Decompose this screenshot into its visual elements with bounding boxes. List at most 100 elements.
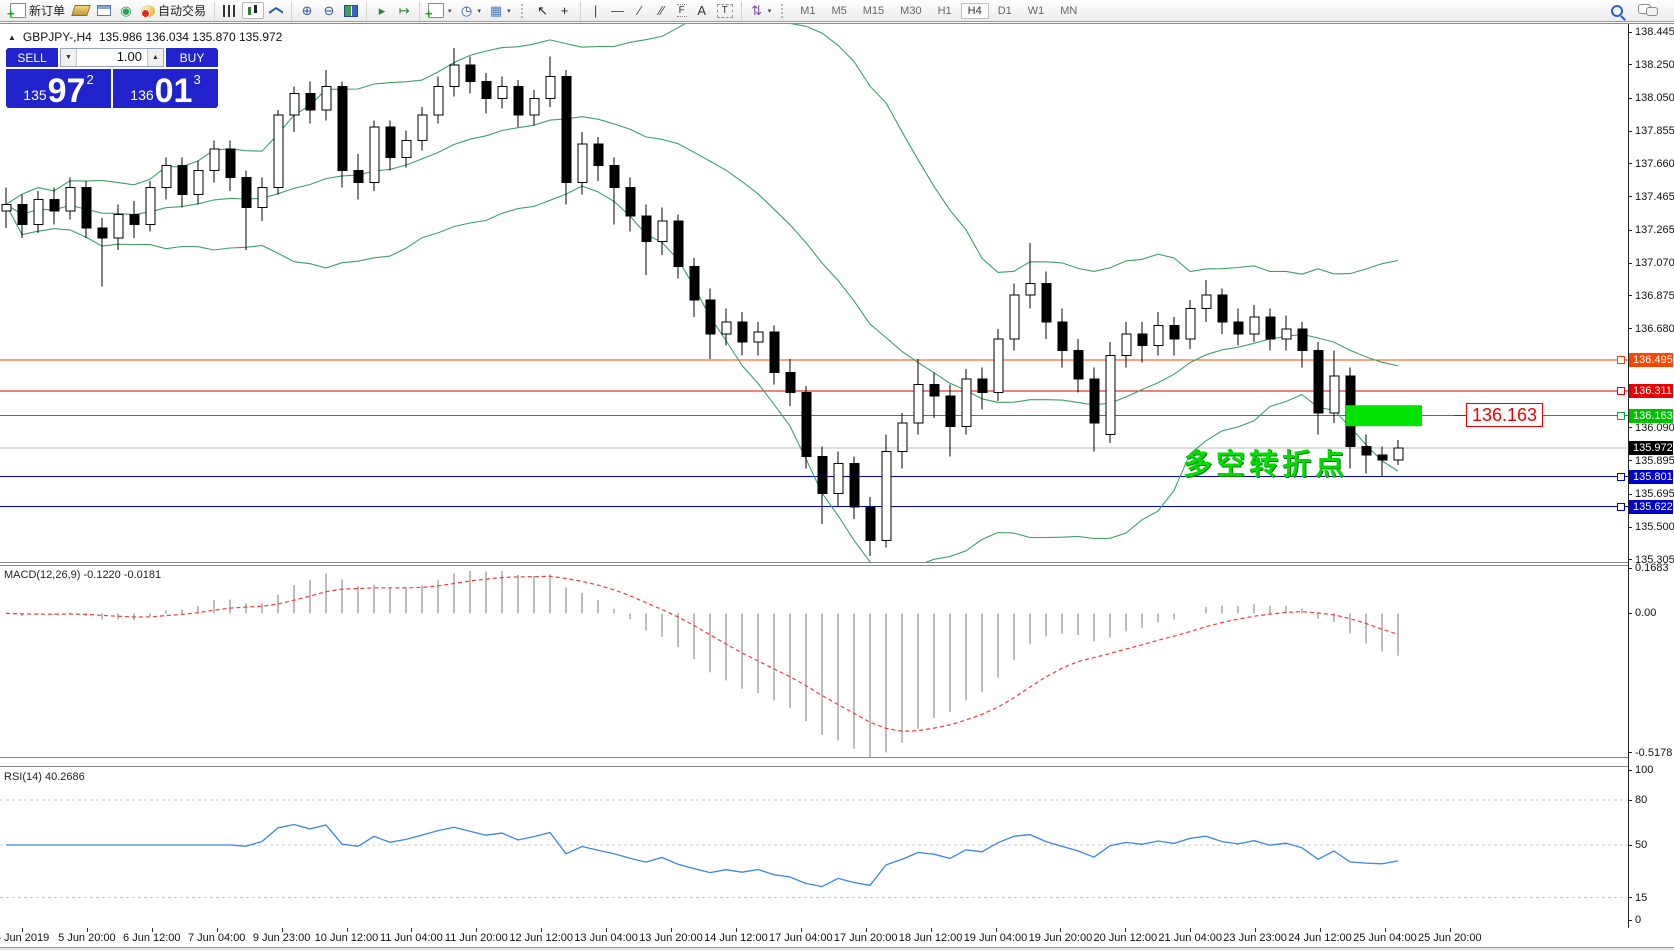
add-indicator-button[interactable]: ▾ [425,2,455,22]
line-chart-icon [269,5,283,17]
turning-point-annotation[interactable]: 多空转折点 [1183,449,1349,481]
chart-shift-icon: ↦ [398,2,410,18]
equidistant-channel-button[interactable]: ∕∕ [652,2,672,20]
line-anchor-icon [1617,411,1625,420]
signal-icon: ◉ [120,2,132,18]
timeframe-button-m1[interactable]: M1 [800,4,816,17]
time-tick [476,928,478,932]
auto-scroll-icon: ▸ [378,2,386,18]
volume-input[interactable]: 1.00 [116,49,142,64]
gold-chart-icon [71,5,91,16]
toolbar-grip[interactable] [781,3,786,18]
axis-tick-138.445: 138.445 [1628,26,1674,38]
rsi-canvas [0,799,1628,898]
time-label: 25 Jun 04:00 [1353,932,1417,944]
macd-pane[interactable]: MACD(12,26,9) -0.1220 -0.0181 [0,566,1628,757]
price-callout-label[interactable]: 136.163 [1453,403,1544,427]
toolbar-grip[interactable] [520,3,526,18]
price-line-label-136.163: 136.163 [1629,408,1673,423]
tile-windows-button[interactable] [341,4,361,18]
trendline-button[interactable]: ∕ [630,2,650,20]
collapse-arrow-icon[interactable]: ▲ [8,32,16,42]
pane-separator[interactable] [0,757,1674,758]
chart-shift-button[interactable]: ↦ [394,2,414,20]
main-chart-canvas[interactable] [0,24,1628,562]
buy-price-button[interactable]: 136 01 3 [113,69,218,108]
sell-price-button[interactable]: 135 97 2 [6,69,111,108]
vertical-line-button[interactable]: | [586,2,606,20]
macd-canvas [5,570,1399,757]
timeframe-button-w1[interactable]: W1 [1027,4,1045,17]
horizontal-line-button[interactable]: — [608,2,628,20]
line-chart-button[interactable] [266,4,286,18]
rsi-label: RSI(14) 40.2686 [4,771,85,783]
time-label: 25 Jun 20:00 [1417,932,1482,944]
period-button[interactable]: ◷ ▾ [457,2,485,20]
timeframe-button-m5[interactable]: M5 [831,4,847,17]
time-axis[interactable]: 5 Jun 2019 5 Jun 20:00 6 Jun 12:00 7 Jun 04… [0,928,1674,947]
new-order-button[interactable]: 新订单 [7,1,68,22]
timeframe-button-h4[interactable]: H4 [960,2,989,19]
time-label: 23 Jun 23:00 [1223,932,1287,944]
time-label: 24 Jun 12:00 [1288,932,1352,944]
time-label: 6 Jun 12:00 [123,932,181,944]
time-tick [281,928,283,932]
axis-tick-137.660: 137.660 [1628,158,1674,170]
horizontal-line-icon: — [611,2,625,18]
timeframe-button-h1[interactable]: H1 [937,4,952,17]
auto-scroll-button[interactable]: ▸ [372,2,392,20]
new-order-icon [7,3,26,22]
toolbar-group: ⇅ ▾ [740,1,780,20]
template-button[interactable]: ▦ ▾ [486,2,514,20]
buy-button[interactable]: BUY [166,48,218,67]
text-label-button[interactable]: T [714,3,736,19]
tile-windows-icon [344,4,359,17]
crosshair-button[interactable]: + [555,2,575,20]
time-tick [800,928,802,932]
pane-separator[interactable] [0,766,1674,767]
pane-separator[interactable] [0,562,1674,563]
arrows-button[interactable]: ⇅ ▾ [747,2,775,20]
autotrade-button[interactable]: 自动交易 [138,1,209,20]
time-label: 12 Jun 12:00 [509,932,573,944]
text-button[interactable]: A [692,2,712,20]
text-label-icon: T [716,3,733,18]
price-axis[interactable]: 138.445 138.250 138.050 137.855 137.660 137.4… [1628,24,1674,947]
axis-tick-rsi-15: 15 [1628,892,1647,904]
line-anchor-icon [1617,472,1625,481]
signal-button[interactable]: ◉ [116,2,136,20]
cursor-button[interactable]: ↖ [533,2,553,20]
candlestick-button[interactable] [242,2,265,19]
search-icon[interactable] [1609,3,1626,19]
pane-separator[interactable] [0,565,1674,566]
autotrade-icon [141,4,156,18]
timeframe-button-m15[interactable]: M15 [862,4,885,17]
symbol-period-label: GBPJPY-,H4 [22,30,92,44]
timeframe-button-mn[interactable]: MN [1060,4,1078,17]
dropdown-caret-icon[interactable]: ▾ [477,7,482,15]
dropdown-caret-icon[interactable]: ▾ [767,7,772,15]
chat-icon[interactable] [1638,3,1658,18]
gold-chart-button[interactable] [70,4,92,17]
volume-up-button[interactable]: ▲ [147,49,163,66]
sell-button[interactable]: SELL [6,48,58,67]
time-tick [1190,928,1192,932]
fibonacci-button[interactable]: F [674,3,690,18]
zoom-out-button[interactable]: ⊖ [319,2,339,20]
zoom-in-button[interactable]: ⊕ [297,2,317,20]
volume-stepper: ▼ 1.00 ▲ [60,48,164,67]
profile-window-icon [97,5,112,16]
main-chart-pane[interactable]: ▲ GBPJPY-,H4 135.986 136.034 135.870 135… [0,24,1628,562]
axis-tick-135.895: 135.895 [1628,455,1674,467]
sell-price-pip: 2 [86,72,94,87]
time-label: 5 Jun 20:00 [58,932,116,944]
timeframe-button-m30[interactable]: M30 [900,4,922,17]
timeframe-button-d1[interactable]: D1 [997,4,1012,17]
dropdown-caret-icon[interactable]: ▾ [448,7,452,15]
rsi-pane[interactable]: RSI(14) 40.2686 [0,767,1628,928]
volume-down-button[interactable]: ▼ [61,49,77,66]
bar-chart-button[interactable] [220,4,240,18]
profile-window-button[interactable] [94,4,114,17]
dropdown-caret-icon[interactable]: ▾ [507,7,511,15]
